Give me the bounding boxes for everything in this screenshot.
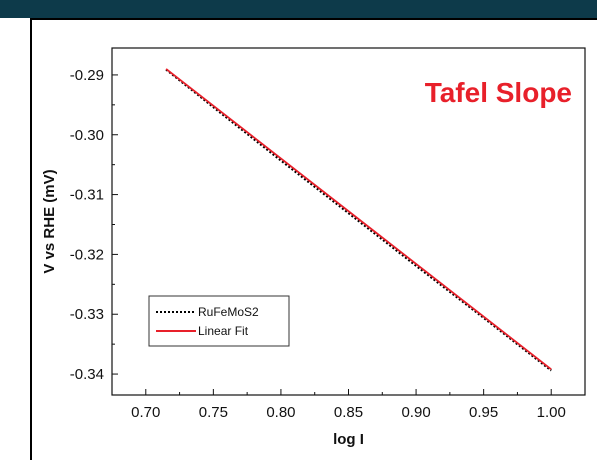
x-tick-label: 1.00	[537, 404, 566, 421]
x-tick-label: 0.90	[401, 404, 430, 421]
legend-box	[148, 295, 290, 347]
y-tick-label: -0.34	[70, 366, 104, 383]
x-tick-label: 0.80	[266, 404, 295, 421]
x-axis-title: log I	[333, 431, 364, 448]
series-line-rufemos2	[165, 68, 552, 372]
y-axis-title: V vs RHE (mV)	[41, 169, 58, 273]
legend-label-rufemos2: RuFeMoS2	[198, 305, 259, 319]
legend: RuFeMoS2 Linear Fit	[148, 295, 290, 347]
y-tick-label: -0.30	[70, 127, 104, 144]
x-tick-label: 0.85	[334, 404, 363, 421]
y-tick-label: -0.32	[70, 246, 104, 263]
x-tick-label: 0.95	[469, 404, 498, 421]
y-axis-ticks: -0.29 -0.30 -0.31 -0.32 -0.33 -0.34	[70, 67, 118, 383]
x-axis-ticks: 0.70 0.75 0.80 0.85 0.90 0.95 1.00	[131, 389, 566, 421]
y-tick-label: -0.31	[70, 187, 104, 204]
series-layer	[165, 68, 552, 372]
x-tick-label: 0.70	[131, 404, 160, 421]
chart-title: Tafel Slope	[425, 77, 572, 108]
top-color-band	[0, 0, 597, 18]
y-tick-label: -0.33	[70, 306, 104, 323]
y-tick-label: -0.29	[70, 67, 104, 84]
legend-label-linear-fit: Linear Fit	[198, 324, 249, 338]
series-line-linear-fit	[165, 68, 552, 371]
chart-panel: 0.70 0.75 0.80 0.85 0.90 0.95 1.00 -0.29 -0.30-…	[30, 18, 597, 460]
tafel-chart: 0.70 0.75 0.80 0.85 0.90 0.95 1.00 -0.29-0.30-…	[41, 47, 586, 448]
x-tick-label: 0.75	[199, 404, 228, 421]
